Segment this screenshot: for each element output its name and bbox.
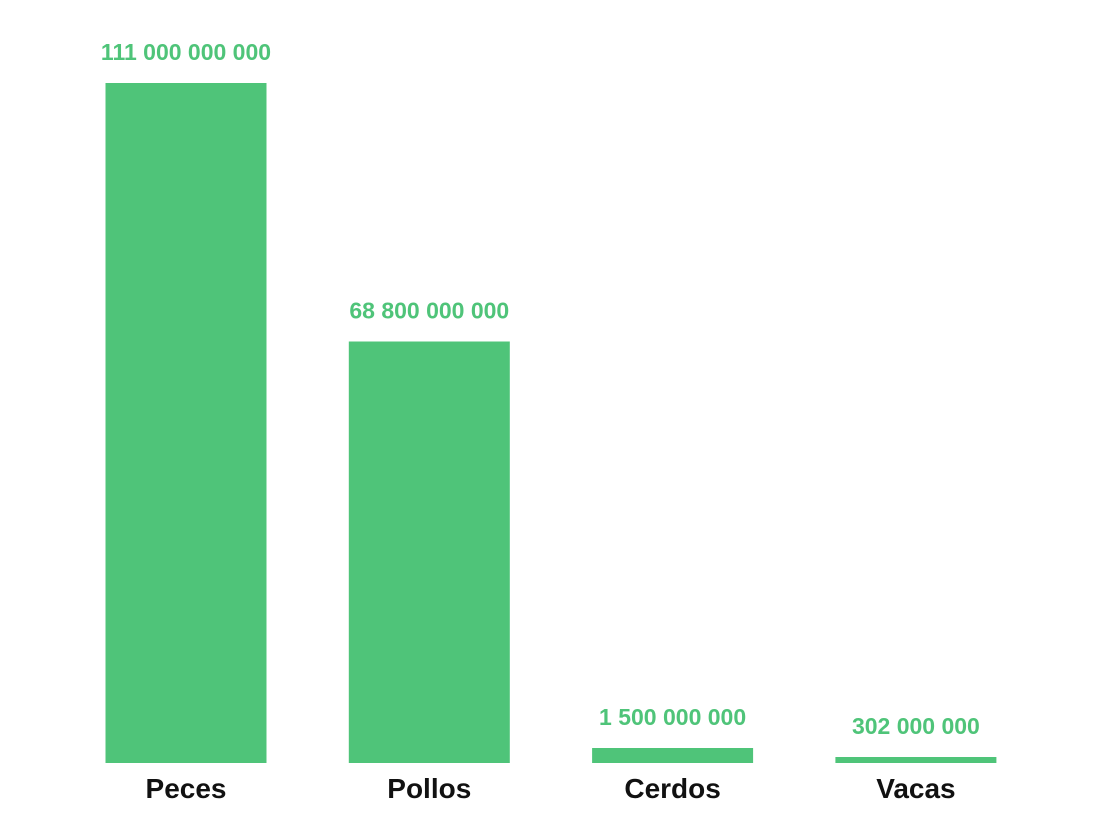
category-label-cerdos: Cerdos (624, 773, 720, 804)
value-label-peces: 111 000 000 000 (101, 39, 271, 65)
bar-peces (105, 83, 267, 763)
value-label-pollos: 68 800 000 000 (349, 298, 509, 324)
category-label-vacas: Vacas (876, 773, 955, 804)
bar-vacas (835, 757, 997, 763)
category-label-peces: Peces (146, 773, 227, 804)
category-labels-group: Peces Pollos Cerdos Vacas (146, 773, 956, 804)
category-label-pollos: Pollos (387, 773, 471, 804)
value-label-cerdos: 1 500 000 000 (599, 704, 746, 730)
bars-group (105, 83, 997, 763)
bar-pollos (348, 341, 510, 763)
value-label-vacas: 302 000 000 (852, 713, 980, 739)
value-labels-group: 111 000 000 000 68 800 000 000 1 500 000 0… (101, 39, 980, 739)
bar-cerdos (592, 748, 754, 763)
